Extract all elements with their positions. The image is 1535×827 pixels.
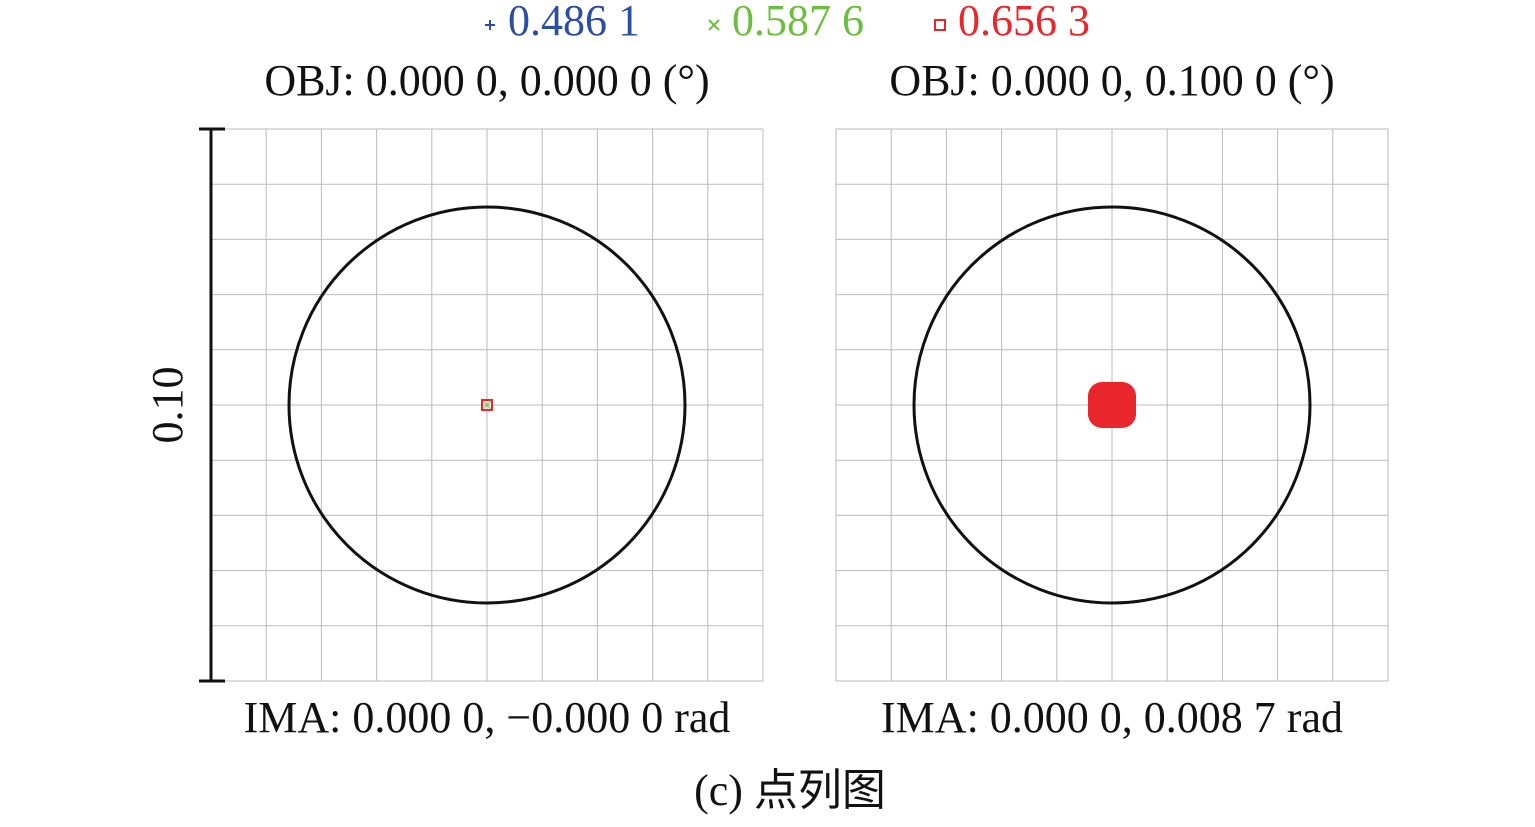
ima-label: IMA: 0.000 0, 0.008 7 rad (881, 693, 1343, 742)
obj-label: OBJ: 0.000 0, 0.100 0 (°) (889, 56, 1334, 105)
legend-label: 0.486 1 (508, 0, 640, 45)
obj-label: OBJ: 0.000 0, 0.000 0 (°) (264, 56, 709, 105)
legend-label: 0.587 6 (732, 0, 864, 45)
scale-label: 0.10 (143, 367, 192, 444)
legend-label: 0.656 3 (958, 0, 1090, 45)
panels: OBJ: 0.000 0, 0.000 0 (°) IMA: 0.000 0, −… (210, 56, 1389, 742)
legend-symbol (934, 19, 946, 31)
airy-circle (912, 205, 1312, 605)
spot (481, 399, 493, 411)
ima-label: IMA: 0.000 0, −0.000 0 rad (244, 693, 731, 742)
caption: (c) 点列图 (694, 766, 886, 815)
legend-symbol (708, 19, 720, 31)
spot (482, 400, 492, 410)
legend: 0.486 1 0.587 6 0.656 3 (485, 0, 1090, 45)
airy-circle (287, 205, 687, 605)
legend-symbol (485, 20, 495, 30)
spot (1088, 382, 1136, 428)
